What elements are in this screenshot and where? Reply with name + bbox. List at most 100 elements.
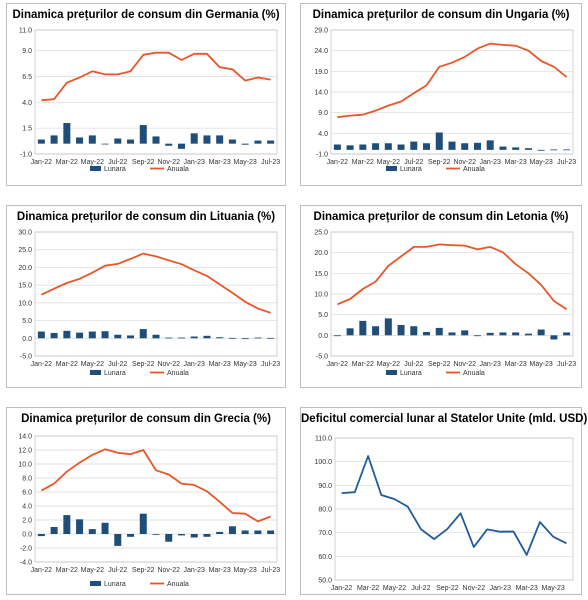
bar xyxy=(423,143,431,150)
bar xyxy=(241,143,249,145)
bar xyxy=(37,331,45,339)
bar xyxy=(473,335,481,337)
legend: Lunara Anuala xyxy=(90,581,189,588)
y-tick-label: -5.0 xyxy=(316,354,328,361)
bar xyxy=(216,135,224,144)
chart-title: Dinamica prețurilor de consum din Grecia… xyxy=(21,413,271,425)
y-tick-label: 50.0 xyxy=(318,578,332,585)
x-tick-label: Nov-22 xyxy=(157,567,180,574)
x-tick-label: Nov-22 xyxy=(453,159,476,166)
x-tick-label: Mar-22 xyxy=(56,159,78,166)
x-tick-label: Sep-22 xyxy=(428,159,451,166)
bar xyxy=(190,534,198,538)
x-tick-label: Sep-22 xyxy=(132,361,155,368)
bar xyxy=(486,140,494,150)
y-tick-label: 110.0 xyxy=(315,436,332,443)
y-tick-label: 6.0 xyxy=(22,490,32,497)
y-tick-label: 20.0 xyxy=(18,265,32,272)
bar xyxy=(190,336,198,339)
x-tick-label: Nov-22 xyxy=(157,159,180,166)
y-tick-label: 70.0 xyxy=(318,530,332,537)
bar xyxy=(254,530,262,534)
bar xyxy=(165,143,173,146)
bar xyxy=(241,530,249,534)
bar xyxy=(177,534,185,536)
bar xyxy=(88,529,96,534)
x-tick-label: Jul-23 xyxy=(557,159,576,166)
y-tick-label: 19.0 xyxy=(314,69,328,76)
y-tick-label: -4.0 xyxy=(20,560,32,567)
series-line xyxy=(341,455,567,556)
bar xyxy=(333,144,341,150)
bar xyxy=(267,337,275,339)
y-tick-label: 15.0 xyxy=(18,283,32,290)
bar xyxy=(423,332,431,336)
legend-swatch-bar xyxy=(386,166,397,171)
bar xyxy=(461,143,469,150)
bar xyxy=(177,143,185,149)
chart-panel-germania: Dinamica prețurilor de consum din German… xyxy=(6,3,286,186)
plot-area xyxy=(330,29,574,155)
y-tick-label: 14.0 xyxy=(18,434,32,441)
y-tick-label: 11.0 xyxy=(19,28,32,35)
x-tick-label: May-23 xyxy=(541,585,564,592)
bar xyxy=(550,335,558,340)
y-tick-label: 4.0 xyxy=(22,504,32,511)
x-tick-label: Sep-22 xyxy=(132,159,155,166)
legend: Lunara Anuala xyxy=(90,166,189,173)
bar xyxy=(139,329,147,339)
x-tick-label: May-23 xyxy=(233,361,256,368)
bar xyxy=(333,335,341,337)
chart-canvas: 50.0 60.0 70.0 80.0 90.0 100.0 110.0 Jan-22 Mar-… xyxy=(314,436,574,592)
bar xyxy=(152,534,160,535)
legend-label: Lunara xyxy=(104,370,126,377)
x-tick-label: Mar-23 xyxy=(505,361,527,368)
bar xyxy=(203,135,211,144)
x-tick-label: Mar-22 xyxy=(352,361,374,368)
x-tick-label: Jan-23 xyxy=(480,159,502,166)
x-tick-label: Jan-22 xyxy=(331,585,353,592)
bar xyxy=(499,332,507,336)
x-tick-label: Mar-23 xyxy=(209,361,231,368)
series-line xyxy=(337,243,568,311)
bar xyxy=(524,148,532,150)
x-tick-label: Nov-22 xyxy=(453,361,476,368)
plot-area xyxy=(334,437,574,581)
y-tick-label: 14.0 xyxy=(314,90,328,97)
chart-title: Dinamica prețurilor de consum din German… xyxy=(12,9,280,21)
x-tick-label: Jul-22 xyxy=(108,567,127,574)
bar xyxy=(486,332,494,336)
x-tick-label: Jan-22 xyxy=(31,159,53,166)
x-tick-label: Jan-23 xyxy=(184,567,206,574)
bar xyxy=(37,534,45,537)
bar xyxy=(228,139,236,144)
bar xyxy=(216,337,224,339)
legend-swatch-bar xyxy=(90,370,101,375)
chart-title: Dinamica prețurilor de consum din Ungari… xyxy=(312,9,570,21)
bar xyxy=(76,519,84,534)
bar xyxy=(397,144,405,150)
bar xyxy=(512,332,520,336)
bar xyxy=(114,534,122,546)
y-tick-label: 2.0 xyxy=(22,518,32,525)
legend-swatch-bar xyxy=(386,370,397,375)
plot-area xyxy=(34,435,278,563)
bar xyxy=(563,149,571,151)
x-tick-label: Mar-23 xyxy=(505,159,527,166)
x-tick-label: Mar-23 xyxy=(516,585,538,592)
bar xyxy=(448,141,456,150)
bar xyxy=(165,337,173,339)
x-tick-label: Jan-22 xyxy=(31,567,53,574)
bar xyxy=(384,143,392,150)
bar xyxy=(37,139,45,144)
bar xyxy=(139,513,147,534)
bar xyxy=(499,146,507,150)
x-tick-label: Nov-22 xyxy=(463,585,486,592)
legend-label: Anuala xyxy=(463,166,485,173)
bar xyxy=(461,330,469,336)
bar xyxy=(512,147,520,150)
series-line xyxy=(41,51,271,102)
bar xyxy=(101,331,109,339)
